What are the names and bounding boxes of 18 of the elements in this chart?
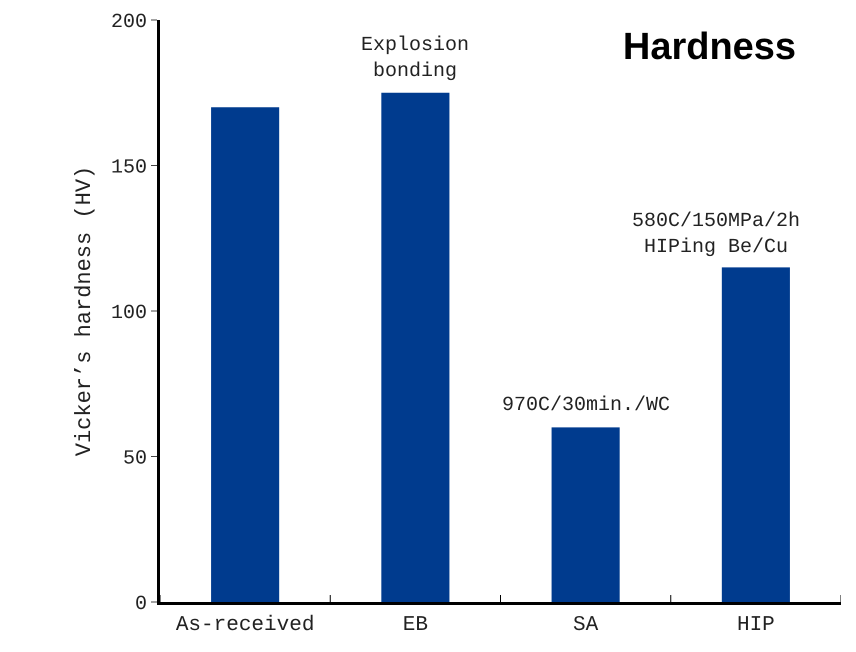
y-tick-label: 200 [110,11,147,34]
y-tick-label: 50 [122,448,147,470]
bar [552,427,620,602]
chart-title: Hardness [622,26,796,68]
bar [722,267,790,602]
bar [211,107,280,602]
x-tick-label: As-received [176,614,314,638]
y-tick-label: 0 [134,593,147,616]
y-tick-label: 100 [110,302,147,325]
x-tick-label: EB [402,614,428,638]
annotation: 970C/30min./WC [502,394,670,417]
annotation: Explosion bonding [361,34,470,83]
y-tick-label: 150 [110,156,147,180]
bar [381,92,450,602]
x-tick-label: SA [573,614,599,638]
y-axis-title: Vicker’s hardness (HV) [72,166,97,456]
annotation: 580C/150MPa/2h HIPing Be/Cu [632,210,800,259]
x-tick-label: HIP [736,614,775,638]
